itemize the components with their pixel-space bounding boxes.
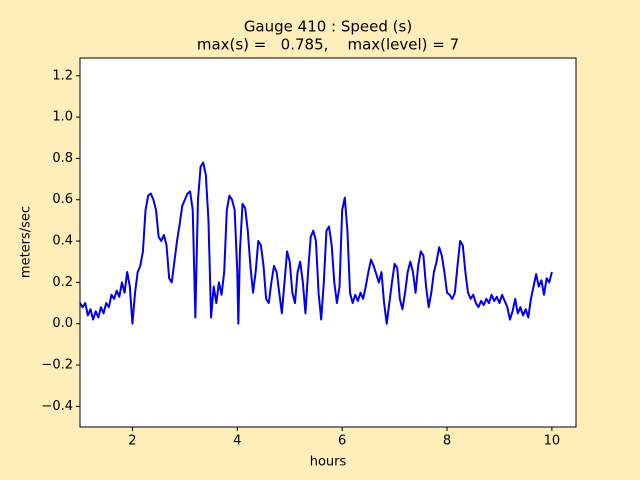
- chart-title: Gauge 410 : Speed (s): [244, 18, 412, 36]
- x-tick-label: 2: [128, 434, 136, 449]
- x-tick-label: 10: [544, 434, 561, 449]
- data-line: [79, 161, 553, 325]
- y-tick-label: 1.2: [52, 68, 73, 83]
- y-tick-label: 0.2: [52, 275, 73, 290]
- x-tick-label: 6: [338, 434, 346, 449]
- chart-subtitle: max(s) = 0.785, max(level) = 7: [197, 36, 459, 54]
- x-tick-label: 8: [443, 434, 451, 449]
- y-tick-label: 0.0: [52, 316, 73, 331]
- y-tick-label: −0.2: [41, 358, 73, 373]
- x-axis-label: hours: [310, 455, 347, 470]
- x-tick-label: 4: [233, 434, 241, 449]
- y-tick-label: 0.8: [52, 151, 73, 166]
- y-tick-label: 0.4: [52, 234, 73, 249]
- y-tick-label: 1.0: [52, 110, 73, 125]
- plot-area: [80, 58, 576, 427]
- y-tick-label: 0.6: [52, 192, 73, 207]
- y-tick-label: −0.4: [41, 399, 73, 414]
- y-axis-label: meters/sec: [19, 206, 34, 278]
- plot-frame: [79, 57, 577, 428]
